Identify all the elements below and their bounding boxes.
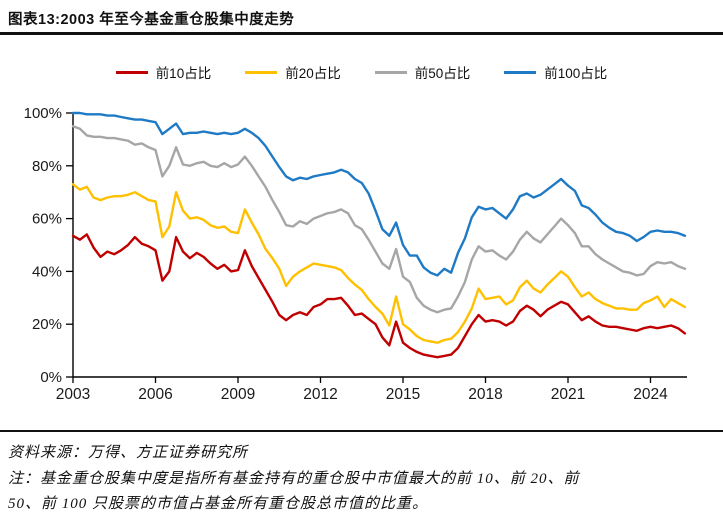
legend-label: 前100占比 — [544, 66, 608, 81]
note-text: 注：基金重仓股集中度是指所有基金持有的重仓股中市值最大的前 10、前 20、前 … — [8, 467, 720, 517]
legend-item: 前50占比 — [374, 62, 471, 82]
legend-line-swatch — [115, 70, 148, 74]
note-line-2: 50、前 100 只股票的市值占基金所有重仓股总市值的比重。 — [8, 496, 429, 512]
x-tick-label: 2009 — [221, 386, 255, 403]
source-text: 资料来源：万得、方正证券研究所 — [8, 445, 249, 461]
legend-line-swatch — [374, 70, 407, 74]
y-tick-label: 20% — [32, 316, 62, 333]
series-line-前100占比 — [71, 111, 687, 277]
legend-label: 前50占比 — [414, 66, 471, 81]
legend-item: 前10占比 — [115, 62, 212, 82]
y-tick-label: 40% — [32, 263, 62, 280]
series-line-前10占比 — [71, 233, 687, 359]
y-tick-label: 60% — [32, 211, 62, 228]
series-line-前20占比 — [71, 183, 687, 344]
y-tick-label: 100% — [24, 105, 62, 122]
x-tick-label: 2021 — [551, 386, 585, 403]
legend-label: 前10占比 — [155, 66, 212, 81]
footer-divider — [0, 430, 723, 432]
y-tick-label: 0% — [40, 369, 62, 386]
chart-legend: 前10占比 前20占比 前50占比 前100占比 — [0, 62, 723, 82]
x-tick-label: 2018 — [468, 386, 502, 403]
chart-title: 图表13:2003 年至今基金重仓股集中度走势 — [8, 12, 295, 28]
legend-item: 前20占比 — [245, 62, 341, 82]
x-tick-label: 2015 — [386, 386, 420, 403]
concentration-line-chart: 0% 20% 40% 60% 80% 100% 2003 2006 2009 2012 2015 20… — [24, 105, 687, 403]
note-line-1: 注：基金重仓股集中度是指所有基金持有的重仓股中市值最大的前 10、前 20、前 — [8, 471, 580, 487]
x-tick-label: 2012 — [303, 386, 337, 403]
legend-line-swatch — [504, 70, 537, 74]
legend-item: 前100占比 — [504, 62, 607, 82]
title-divider — [0, 32, 723, 35]
x-tick-label: 2024 — [633, 386, 668, 403]
y-tick-label: 80% — [32, 158, 62, 175]
x-tick-label: 2006 — [138, 386, 172, 403]
legend-label: 前20占比 — [285, 66, 341, 81]
series-line-前50占比 — [71, 125, 687, 314]
x-tick-label: 2003 — [56, 386, 90, 403]
legend-line-swatch — [245, 70, 278, 74]
